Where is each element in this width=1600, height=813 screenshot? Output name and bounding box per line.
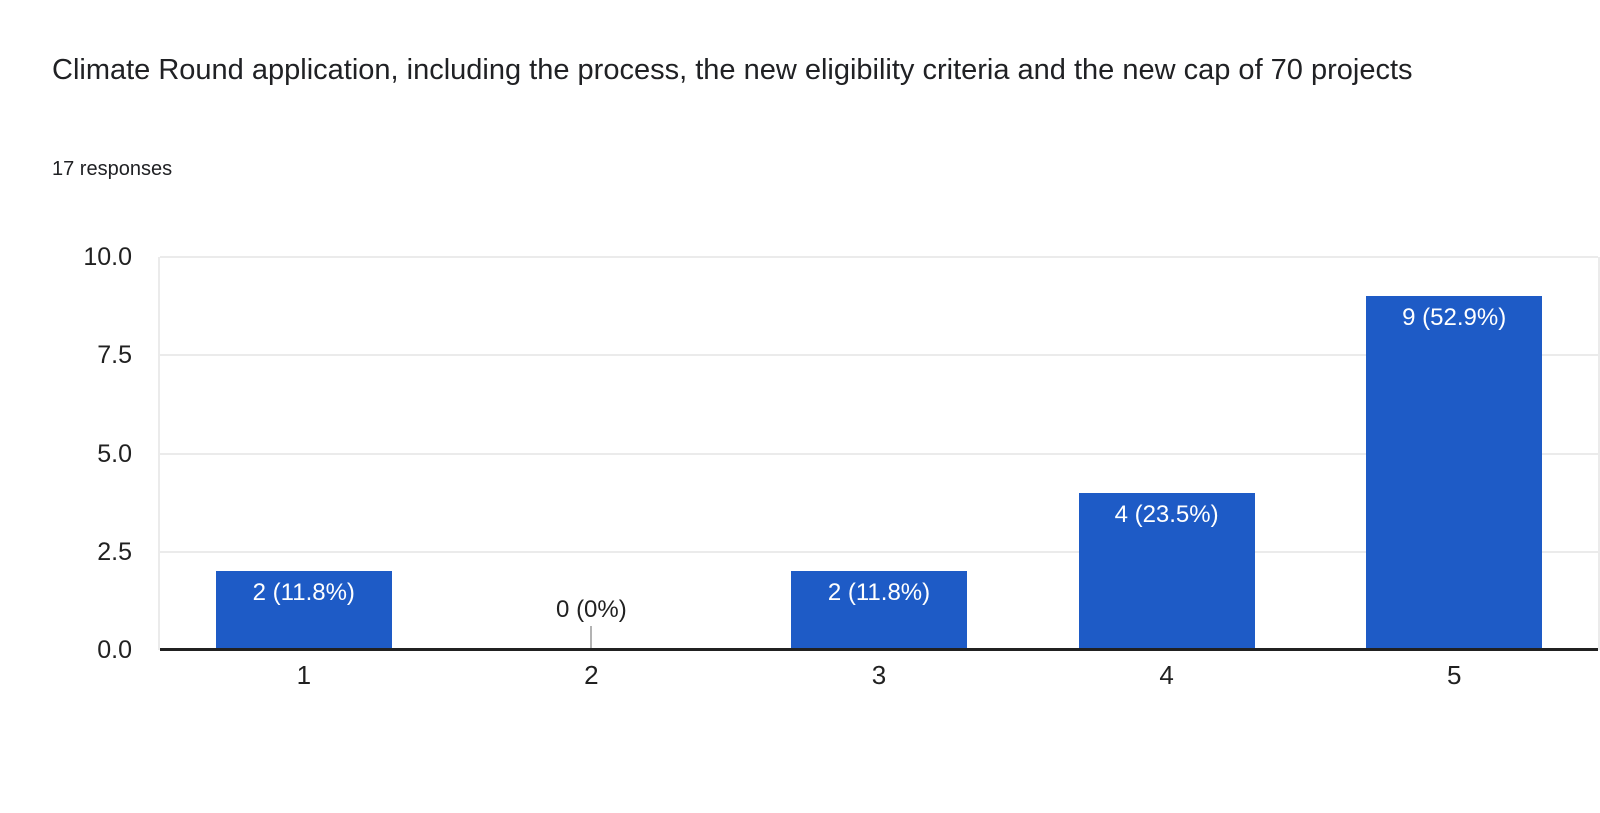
bar-category-4 [1078, 492, 1255, 650]
x-axis-label: 2 [584, 660, 599, 690]
gridline [160, 354, 1598, 357]
x-axis-label: 4 [1159, 660, 1174, 690]
plot-right-border [1598, 257, 1600, 650]
gridline [160, 550, 1598, 553]
plot-left-border [158, 257, 160, 650]
bar-value-label: 0 (0%) [556, 596, 627, 623]
gridline [160, 452, 1598, 455]
x-axis-line [160, 648, 1598, 651]
x-axis-label: 5 [1446, 660, 1462, 690]
zero-value-stub [590, 626, 593, 650]
bar-category-3 [791, 571, 967, 650]
x-axis-label: 1 [296, 660, 312, 690]
gridline [160, 256, 1598, 258]
y-axis-tick: 2.5 [97, 537, 132, 566]
y-axis-tick: 10.0 [83, 243, 132, 271]
bar-value-label: 2 (11.8%) [827, 579, 931, 607]
x-axis-label: 3 [871, 660, 887, 690]
responses-count: 17 responses [52, 158, 173, 180]
y-axis-tick: 5.0 [97, 439, 132, 468]
bar-category-1 [215, 571, 392, 650]
bar-category-5 [1366, 296, 1543, 650]
question-title: Climate Round application, including the… [52, 54, 1413, 86]
y-axis-tick: 7.5 [97, 341, 132, 370]
bar-value-label: 9 (52.9%) [1402, 304, 1507, 332]
bar-value-label: 2 (11.8%) [252, 579, 355, 607]
y-axis-tick: 0.0 [97, 636, 132, 664]
bar-value-label: 4 (23.5%) [1114, 500, 1219, 528]
